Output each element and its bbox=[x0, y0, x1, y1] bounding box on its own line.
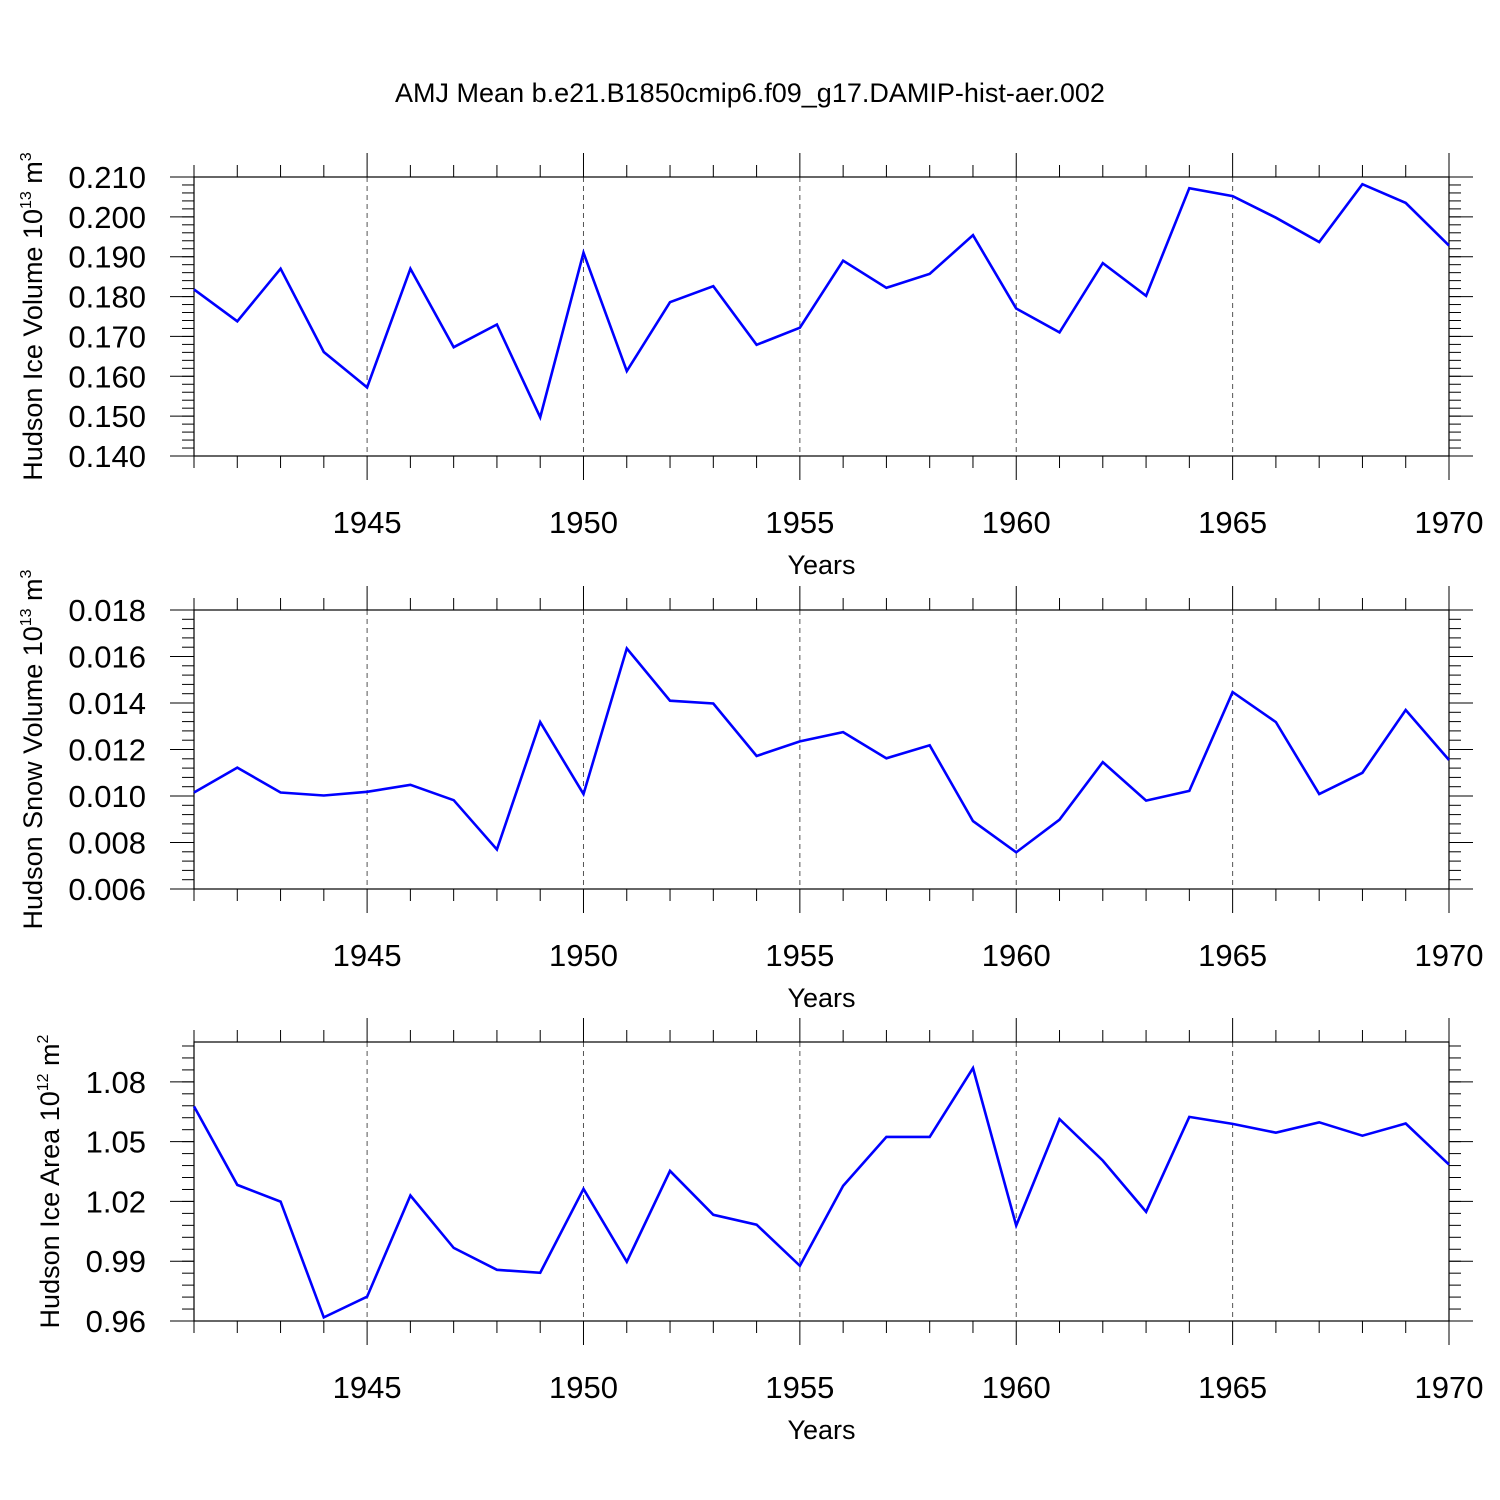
x-tick-label: 1955 bbox=[765, 1370, 834, 1405]
plot-frame bbox=[193, 176, 1450, 457]
chart-panel-3: 0.96 0.99 1.02 1.05 1.08 1945 1950 1955 1960 1965… bbox=[35, 1018, 1483, 1445]
y-tick-label: 0.210 bbox=[68, 160, 146, 195]
y-axis-label: Hudson Ice Area 1012 m2 bbox=[35, 1034, 65, 1328]
x-tick-label: 1965 bbox=[1198, 1370, 1267, 1405]
y-tick-label: 0.180 bbox=[68, 280, 146, 315]
y-tick-label: 0.160 bbox=[68, 359, 146, 394]
y-tick-label: 0.008 bbox=[68, 826, 146, 861]
x-tick-label: 1950 bbox=[549, 938, 618, 973]
x-tick-label: 1965 bbox=[1198, 938, 1267, 973]
y-tick-label: 1.08 bbox=[86, 1065, 146, 1100]
y-tick-label: 0.150 bbox=[68, 399, 146, 434]
y-tick-label: 0.99 bbox=[86, 1244, 146, 1279]
x-tick-label: 1960 bbox=[982, 1370, 1051, 1405]
x-tick-label: 1970 bbox=[1415, 1370, 1484, 1405]
x-tick-label: 1945 bbox=[333, 1370, 402, 1405]
series-line bbox=[193, 645, 1450, 854]
y-tick-label: 1.02 bbox=[86, 1184, 146, 1219]
y-tick-label: 0.018 bbox=[68, 593, 146, 628]
y-tick-label: 0.96 bbox=[86, 1304, 146, 1339]
y-tick-label: 0.010 bbox=[68, 779, 146, 814]
x-axis-label: Years bbox=[787, 983, 855, 1013]
y-tick-label: 0.014 bbox=[68, 686, 146, 721]
y-tick-label: 0.006 bbox=[68, 872, 146, 907]
x-tick-label: 1955 bbox=[765, 505, 834, 540]
chart-panel-1: 0.140 0.150 0.160 0.170 0.180 0.190 0.200 0.210… bbox=[18, 152, 1483, 580]
y-tick-label: 0.016 bbox=[68, 640, 146, 675]
page-title: AMJ Mean b.e21.B1850cmip6.f09_g17.DAMIP-… bbox=[395, 78, 1105, 108]
x-axis-label: Years bbox=[787, 1415, 855, 1445]
x-tick-label: 1945 bbox=[333, 938, 402, 973]
x-tick-label: 1950 bbox=[549, 1370, 618, 1405]
x-tick-label: 1955 bbox=[765, 938, 834, 973]
y-tick-label: 0.170 bbox=[68, 319, 146, 354]
series-line bbox=[193, 182, 1450, 422]
x-tick-label: 1945 bbox=[333, 505, 402, 540]
x-tick-label: 1970 bbox=[1415, 505, 1484, 540]
x-tick-label: 1950 bbox=[549, 505, 618, 540]
x-tick-label: 1965 bbox=[1198, 505, 1267, 540]
x-tick-label: 1970 bbox=[1415, 938, 1484, 973]
y-axis-label: Hudson Ice Volume 1013 m3 bbox=[18, 152, 48, 480]
plot-frame bbox=[193, 1041, 1450, 1322]
y-axis-label: Hudson Snow Volume 1013 m3 bbox=[18, 569, 48, 929]
y-tick-label: 0.200 bbox=[68, 200, 146, 235]
chart-panel-2: 0.006 0.008 0.010 0.012 0.014 0.016 0.018 1945 1… bbox=[18, 569, 1483, 1013]
plot-frame bbox=[193, 609, 1450, 890]
y-tick-label: 1.05 bbox=[86, 1125, 146, 1160]
series-line bbox=[192, 1064, 1450, 1320]
x-tick-label: 1960 bbox=[982, 505, 1051, 540]
y-tick-label: 0.140 bbox=[68, 439, 146, 474]
y-tick-label: 0.012 bbox=[68, 733, 146, 768]
x-axis-label: Years bbox=[787, 550, 855, 580]
y-tick-label: 0.190 bbox=[68, 240, 146, 275]
x-tick-label: 1960 bbox=[982, 938, 1051, 973]
